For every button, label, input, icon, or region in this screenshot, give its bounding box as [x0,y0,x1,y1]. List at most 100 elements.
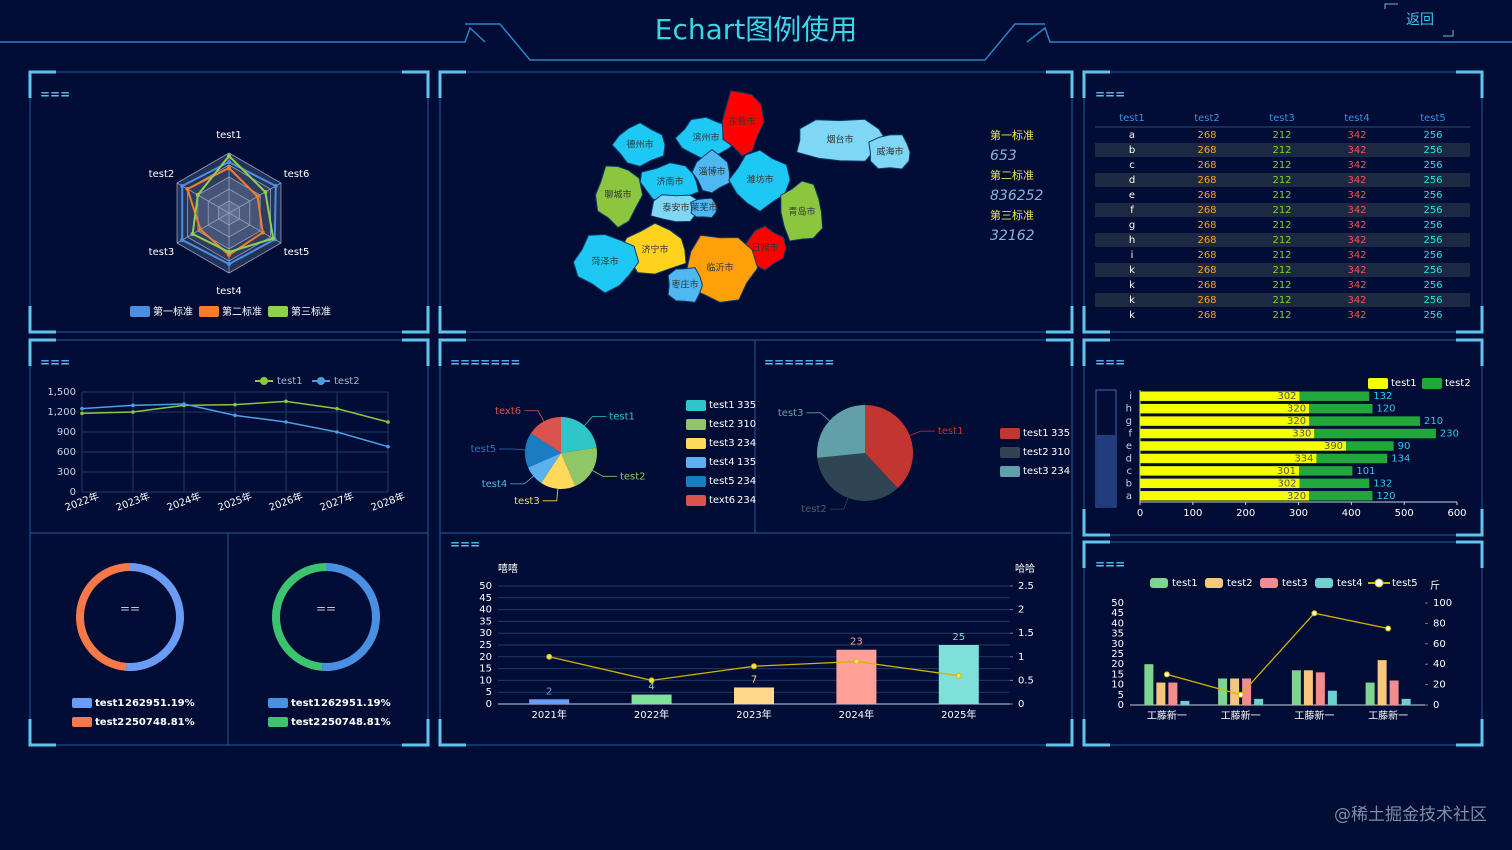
panel-corner [1082,338,1110,366]
legend-label: test5 [709,476,735,487]
y-tick-label: 900 [57,427,76,438]
map-region [690,197,718,219]
legend-swatch [1315,578,1333,588]
legend-marker [317,377,325,385]
x-tick-label: 600 [1447,508,1466,519]
map-region-label: 泰安市 [662,202,689,214]
donut-title: == [316,602,336,616]
radar-point [227,253,231,257]
bar [1309,491,1373,501]
y-tick-label: 10 [1111,680,1124,691]
panel-title: === [450,538,480,552]
line-point [648,677,655,684]
table-cell: 342 [1347,220,1366,231]
legend-label: text6 [709,495,735,506]
bar [1140,391,1300,401]
bar [1365,682,1375,705]
table-cell: c [1129,160,1135,171]
bar-value-label: 320 [1287,404,1306,415]
panel-corner [28,338,56,366]
pie-leader [542,488,559,502]
legend-label: test2 [709,419,735,430]
bar [1299,391,1370,401]
x-tick-label: 2022年 [634,708,669,721]
y-tick-label: f [1128,429,1132,440]
bar [1218,678,1228,705]
line-point [131,410,135,414]
table-cell: k [1129,310,1135,321]
y2-tick-label: 20 [1433,680,1446,691]
radar-point [263,190,268,194]
line-point [80,406,84,411]
map-region-label: 莱芜市 [690,202,717,214]
legend-swatch [268,717,288,727]
table-row-bg [1095,143,1470,157]
y-tick-label: 35 [1111,629,1124,640]
bar [1140,428,1315,439]
table-cell: 212 [1272,205,1291,216]
map-region-label: 威海市 [876,146,903,158]
donut-segment [271,563,326,671]
radar-indicator: test4 [216,286,242,297]
table-cell: 342 [1347,145,1366,156]
radar-point [198,227,203,232]
back-button[interactable]: 返回 [1406,12,1434,28]
y-tick-label: 50 [1111,598,1124,609]
table-cell: k [1129,265,1135,276]
line-point [80,411,84,416]
table-row-bg [1095,293,1470,307]
y-tick-label: d [1126,453,1132,464]
legend-value: 2629 [321,698,349,709]
y2-tick-label: 40 [1433,659,1446,670]
x-tick-label: 2023年 [736,708,771,721]
y2-axis-name: 斤 [1430,580,1440,592]
radar-axis [176,212,230,244]
pie-label: test5 [471,444,497,455]
map-region-label: 济南市 [656,176,683,188]
panel-corner [1046,70,1074,98]
panel-title: === [1095,88,1125,102]
table-cell: 256 [1423,190,1442,201]
table-cell: 256 [1423,310,1442,321]
legend-swatch [1422,378,1442,389]
table-header: test2 [1194,113,1220,124]
map-legend-name: 第二标准 [990,168,1034,182]
map-region [780,180,824,242]
bar [1346,441,1394,451]
y2-tick-label: 0 [1018,699,1024,710]
table-cell: a [1129,130,1135,141]
table-cell: 212 [1272,130,1291,141]
map-region-label: 滨州市 [692,132,719,144]
table-cell: 256 [1423,160,1442,171]
bar-value-label: 302 [1277,478,1296,489]
donut-segment [125,563,184,671]
donut-segment [321,563,380,671]
line-point [182,402,186,406]
legend-value: 2507 [125,717,153,728]
bar [1140,491,1310,501]
bar-value-label: 120 [1376,404,1395,415]
legend-label: test1 [709,400,735,411]
pie-slice [541,453,576,490]
panel-title: ======= [450,356,520,370]
table-cell: 212 [1272,280,1291,291]
x-tick-label: 工藤新一 [1368,709,1408,722]
radar-point [227,166,231,170]
donut-title: == [120,602,140,616]
table-cell: 256 [1423,265,1442,276]
bar-value-label: 25 [952,632,965,643]
pie-leader [909,430,935,436]
table-cell: d [1129,175,1135,186]
map-region [572,233,640,294]
line-point [386,420,390,424]
panel-corner [402,306,430,334]
panel-corner [1082,306,1110,334]
page-title: Echart图例使用 [655,13,857,46]
table-cell: 342 [1347,235,1366,246]
y-tick-label: 30 [1111,639,1124,650]
table-cell: 256 [1423,175,1442,186]
header-line [1026,26,1512,43]
legend-percent: 48.81% [153,717,195,728]
panel-title: ======= [764,356,834,370]
bar-value-label: 120 [1376,491,1395,502]
